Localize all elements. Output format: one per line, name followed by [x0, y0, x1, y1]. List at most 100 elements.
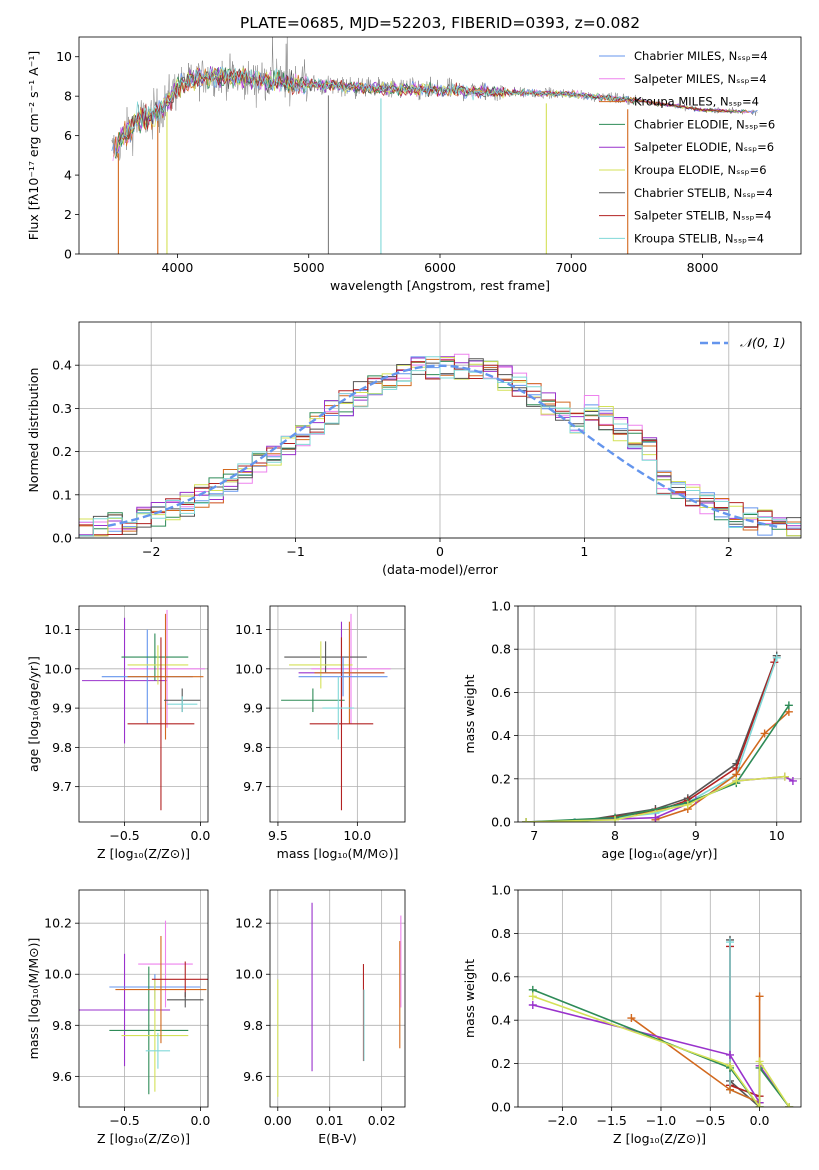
axes-frame — [269, 889, 406, 1108]
weight-marker — [528, 1001, 537, 1010]
histogram-step — [79, 356, 801, 537]
legend-label: Chabrier MILES, Nₛₛₚ=4 — [634, 49, 768, 63]
plot-area — [82, 609, 205, 811]
error-bar-point — [322, 676, 355, 740]
panel-mass-vs-ebv: 0.00 0.01 0.02 9.6 9.8 10.0 10.2 E(B-V) — [235, 889, 406, 1146]
legend-label: Salpeter STELIB, Nₛₛₚ=4 — [634, 209, 772, 223]
axes-frame — [517, 889, 802, 1108]
error-bar-point — [314, 621, 385, 724]
y-tick-label: 9.9 — [52, 701, 72, 716]
panel-residuals: −2 −1 0 1 2 0.0 0.1 0.2 0.3 0.4 (data-model)/error… — [26, 321, 802, 577]
y-axis-label: mass weight — [462, 959, 477, 1038]
panel-weight-vs-Z: −2.0 −1.5 −1.0 −0.5 0.0 0.0 0.2 0.4 0.6 0.8 1.0 Z [… — [462, 883, 802, 1146]
weight-marker — [780, 772, 789, 781]
weight-marker — [726, 1061, 735, 1070]
axes-frame — [517, 605, 802, 823]
y-axis-label: Flux [fλ10⁻¹⁷ erg cm⁻² s⁻¹ A⁻¹] — [26, 51, 41, 240]
y-tick-label: 9.8 — [243, 1018, 263, 1033]
legend-label: Kroupa STELIB, Nₛₛₚ=4 — [634, 231, 764, 245]
weight-marker — [683, 800, 692, 809]
x-tick-label: 6000 — [424, 260, 456, 275]
axes-frame — [78, 889, 209, 1108]
x-tick-label: 2 — [725, 544, 733, 559]
weight-marker — [726, 938, 735, 947]
error-bar-point — [79, 953, 171, 1067]
weight-line — [526, 775, 794, 822]
legend-label: Kroupa MILES, Nₛₛₚ=4 — [634, 95, 759, 109]
gridlines — [270, 606, 405, 822]
error-bar-point — [284, 641, 367, 673]
axes-frame — [78, 321, 802, 539]
x-axis-label: age [log₁₀(age/yr)] — [602, 846, 718, 861]
error-bar-point — [121, 633, 189, 681]
legend-label: Kroupa ELODIE, Nₛₛₚ=6 — [634, 163, 767, 177]
legend: Chabrier MILES, Nₛₛₚ=4 Salpeter MILES, Nₛ… — [599, 49, 775, 245]
panel-mass-vs-Z: −0.5 0.0 9.6 9.8 10.0 10.2 Z [log₁₀(Z/Z⊙)] mass… — [26, 889, 210, 1146]
y-tick-label: 0.0 — [491, 815, 511, 830]
error-bar-point — [109, 966, 189, 1095]
error-bar-point — [127, 645, 189, 685]
y-tick-label: 10.0 — [235, 661, 263, 676]
error-bar-point — [309, 637, 374, 811]
y-tick-label: 10.0 — [235, 967, 263, 982]
error-bar-point — [298, 657, 388, 697]
x-axis-label: mass [log₁₀(M/M⊙)] — [277, 846, 399, 861]
x-axis-label: E(B-V) — [318, 1131, 357, 1146]
x-tick-label: 0.0 — [750, 1113, 770, 1128]
y-tick-label: 1.0 — [491, 883, 511, 898]
x-tick-label: 0.0 — [190, 1113, 210, 1128]
weight-marker — [772, 653, 781, 662]
y-tick-label: 10.2 — [235, 916, 263, 931]
plot-area — [79, 353, 801, 537]
x-tick-label: 0.0 — [190, 828, 210, 843]
legend-label: Chabrier STELIB, Nₛₛₚ=4 — [634, 186, 773, 200]
error-bar-point — [151, 961, 208, 998]
x-tick-label: 0.01 — [316, 1113, 344, 1128]
weight-marker — [611, 815, 620, 822]
weight-line — [532, 995, 790, 1107]
x-tick-label: −2.0 — [547, 1113, 577, 1128]
y-tick-label: 9.8 — [52, 1018, 72, 1033]
panel-weight-vs-age: 7 8 9 10 0.0 0.2 0.4 0.6 0.8 1.0 age [log₁₀(age/yr… — [462, 599, 802, 861]
x-axis-label: Z [log₁₀(Z/Z⊙)] — [97, 846, 190, 861]
model-spectrum-line — [119, 65, 628, 145]
error-bar-point — [115, 935, 207, 1044]
y-tick-label: 0.4 — [52, 358, 72, 373]
x-tick-label: 1 — [580, 544, 588, 559]
weight-marker — [760, 729, 769, 738]
x-tick-label: −1 — [286, 544, 304, 559]
y-tick-label: 4 — [64, 168, 72, 183]
weight-line — [729, 939, 761, 1107]
x-tick-label: 0.00 — [264, 1113, 292, 1128]
y-tick-label: 10.1 — [44, 622, 72, 637]
y-tick-label: 1.0 — [491, 599, 511, 614]
weight-marker — [788, 776, 797, 785]
error-bar-point — [82, 617, 168, 744]
x-tick-label: 0 — [436, 544, 444, 559]
x-axis-label: Z [log₁₀(Z/Z⊙)] — [97, 1131, 190, 1146]
y-tick-label: 10.2 — [44, 916, 72, 931]
legend-label: Chabrier ELODIE, Nₛₛₚ=6 — [634, 117, 775, 131]
y-tick-label: 2 — [64, 207, 72, 222]
plot-area — [522, 651, 797, 822]
weight-marker — [784, 701, 793, 710]
x-tick-label: 8 — [611, 828, 619, 843]
y-axis-label: mass weight — [462, 674, 477, 753]
plot-area — [277, 902, 402, 1097]
x-axis-label: Z [log₁₀(Z/Z⊙)] — [613, 1131, 706, 1146]
panel-spectrum: 4000 5000 6000 7000 8000 0 2 4 6 8 10 wavelength [A… — [26, 36, 802, 293]
error-bar-point — [127, 613, 204, 740]
weight-marker — [522, 818, 531, 822]
y-tick-label: 0.4 — [491, 728, 511, 743]
y-tick-label: 10.1 — [235, 622, 263, 637]
weight-marker — [732, 776, 741, 785]
x-tick-label: 10 — [769, 828, 785, 843]
y-tick-label: 0.4 — [491, 1013, 511, 1028]
legend: 𝒩(0, 1) — [700, 335, 786, 350]
y-tick-label: 0.0 — [491, 1100, 511, 1115]
x-tick-label: −1.5 — [596, 1113, 626, 1128]
y-tick-label: 0.2 — [491, 771, 511, 786]
x-tick-label: 4000 — [162, 260, 194, 275]
x-tick-label: 7000 — [555, 260, 587, 275]
